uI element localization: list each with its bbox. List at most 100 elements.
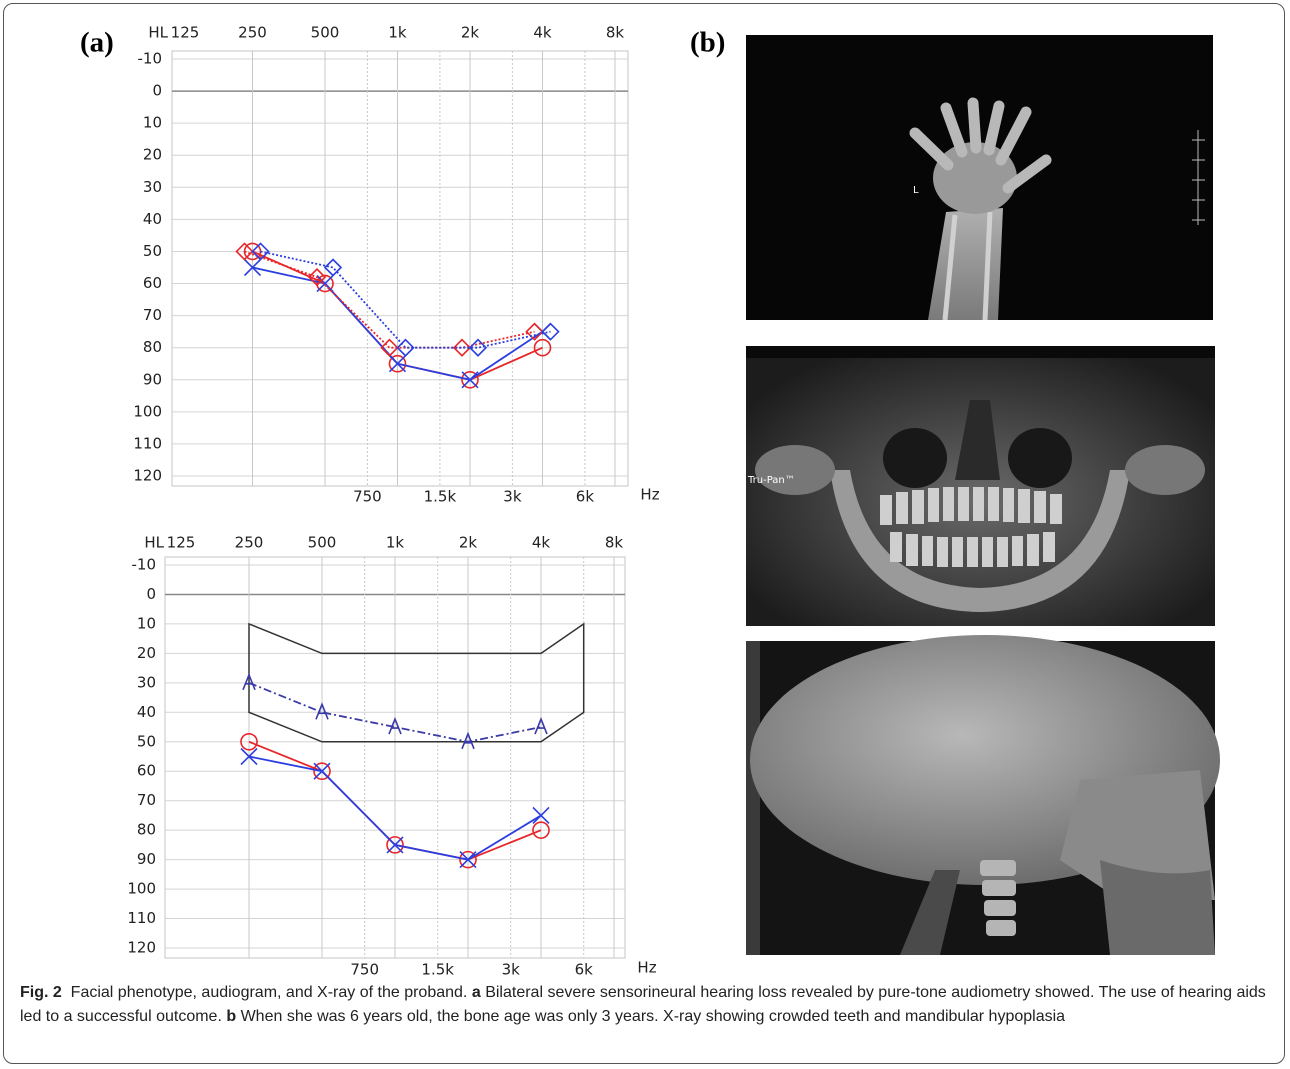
x-tick-label: 125 xyxy=(171,24,200,42)
y-tick-label: 20 xyxy=(137,644,156,662)
y-tick-label: 120 xyxy=(127,939,156,957)
panel-label: (a) xyxy=(80,27,114,59)
y-tick-label: 30 xyxy=(137,673,156,691)
marker xyxy=(396,338,415,357)
marker xyxy=(461,731,475,750)
figure-border xyxy=(3,3,1285,1064)
xray-lateral-skull xyxy=(746,635,1220,955)
y-tick-label: 80 xyxy=(143,338,162,356)
y-tick-label: 90 xyxy=(137,850,156,868)
x-minor-tick-label: 1.5k xyxy=(421,961,454,979)
y-tick-label: 80 xyxy=(137,821,156,839)
marker xyxy=(240,747,258,766)
x-axis-label: Hz xyxy=(637,959,656,977)
x-minor-tick-label: 750 xyxy=(350,961,379,979)
y-tick-label: -10 xyxy=(132,556,157,574)
marker xyxy=(243,258,262,277)
caption-b-text: When she was 6 years old, the bone age w… xyxy=(240,1008,1066,1025)
x-tick-label: 250 xyxy=(238,24,267,42)
marker xyxy=(315,702,329,720)
y-tick-label: 100 xyxy=(127,880,156,898)
x-axis-label: Hz xyxy=(640,486,659,504)
x-minor-tick-label: 1.5k xyxy=(424,488,457,506)
caption: Fig. 2 Facial phenotype, audiogram, and … xyxy=(20,981,1275,1029)
y-tick-label: 20 xyxy=(143,146,162,164)
y-tick-label: 70 xyxy=(137,791,156,809)
marker xyxy=(532,821,550,839)
marker xyxy=(235,242,254,261)
y-tick-label: 60 xyxy=(143,274,162,292)
y-tick-label: 120 xyxy=(133,467,162,485)
y-tick-label: 110 xyxy=(127,909,156,927)
caption-a-label: a xyxy=(471,984,481,1001)
marker xyxy=(242,672,256,691)
marker xyxy=(386,836,404,854)
series-line xyxy=(260,250,551,349)
marker xyxy=(313,762,331,780)
hearing-aid-target-region xyxy=(248,622,585,743)
marker xyxy=(461,371,479,389)
marker xyxy=(323,258,343,277)
x-tick-label: 8k xyxy=(606,24,625,42)
y-tick-label: 70 xyxy=(143,306,162,324)
marker xyxy=(461,370,479,389)
marker xyxy=(541,322,560,341)
y-tick-label: 40 xyxy=(143,210,162,228)
y-axis-label: HL xyxy=(144,534,164,552)
marker xyxy=(313,762,331,781)
x-minor-tick-label: 6k xyxy=(575,961,594,979)
marker xyxy=(240,732,258,751)
marker xyxy=(388,355,407,373)
y-tick-label: -10 xyxy=(138,50,163,68)
y-tick-label: 60 xyxy=(137,762,156,780)
x-minor-tick-label: 6k xyxy=(576,488,595,506)
caption-title: Facial phenotype, audiogram, and X-ray o… xyxy=(70,984,468,1001)
y-tick-label: 40 xyxy=(137,703,156,721)
xray-brand-text: Tru-Pan™ xyxy=(747,475,795,486)
x-tick-label: 2k xyxy=(459,534,478,552)
xray-marker-text: L xyxy=(913,185,919,196)
plot-frame xyxy=(171,50,629,487)
marker xyxy=(533,338,552,357)
y-tick-label: 110 xyxy=(133,434,162,452)
marker xyxy=(307,267,327,287)
marker xyxy=(316,274,334,293)
marker xyxy=(388,716,402,735)
caption-a-text: Bilateral severe sensorineural hearing l… xyxy=(20,984,1266,1025)
marker xyxy=(380,338,399,357)
xray-panoramic: Tru-Pan™ xyxy=(746,346,1215,626)
x-tick-label: 4k xyxy=(532,534,551,552)
x-tick-label: 2k xyxy=(461,24,480,42)
y-tick-label: 50 xyxy=(143,242,162,260)
xray-hand: L xyxy=(746,35,1213,321)
x-tick-label: 4k xyxy=(533,24,552,42)
y-tick-label: 50 xyxy=(137,732,156,750)
marker xyxy=(316,274,334,293)
x-minor-tick-label: 3k xyxy=(503,488,522,506)
y-tick-label: 10 xyxy=(143,114,162,132)
marker xyxy=(534,716,548,735)
marker xyxy=(525,322,544,341)
x-tick-label: 250 xyxy=(235,534,264,552)
figure: (a) (b) L xyxy=(80,24,1220,979)
y-tick-label: 90 xyxy=(143,370,162,388)
series-line xyxy=(244,250,535,349)
x-tick-label: 1k xyxy=(386,534,405,552)
y-tick-label: 100 xyxy=(133,402,162,420)
y-tick-label: 30 xyxy=(143,178,162,196)
marker xyxy=(251,242,270,261)
x-tick-label: 500 xyxy=(308,534,337,552)
x-tick-label: 125 xyxy=(167,534,196,552)
marker xyxy=(468,338,488,357)
marker xyxy=(388,354,407,373)
marker xyxy=(532,806,550,824)
x-minor-tick-label: 750 xyxy=(353,488,382,506)
marker xyxy=(452,338,472,357)
x-tick-label: 500 xyxy=(311,24,340,42)
y-tick-label: 10 xyxy=(137,614,156,632)
series-line xyxy=(248,682,542,743)
x-minor-tick-label: 3k xyxy=(502,961,521,979)
y-axis-label: HL xyxy=(148,24,168,42)
marker xyxy=(459,851,477,869)
